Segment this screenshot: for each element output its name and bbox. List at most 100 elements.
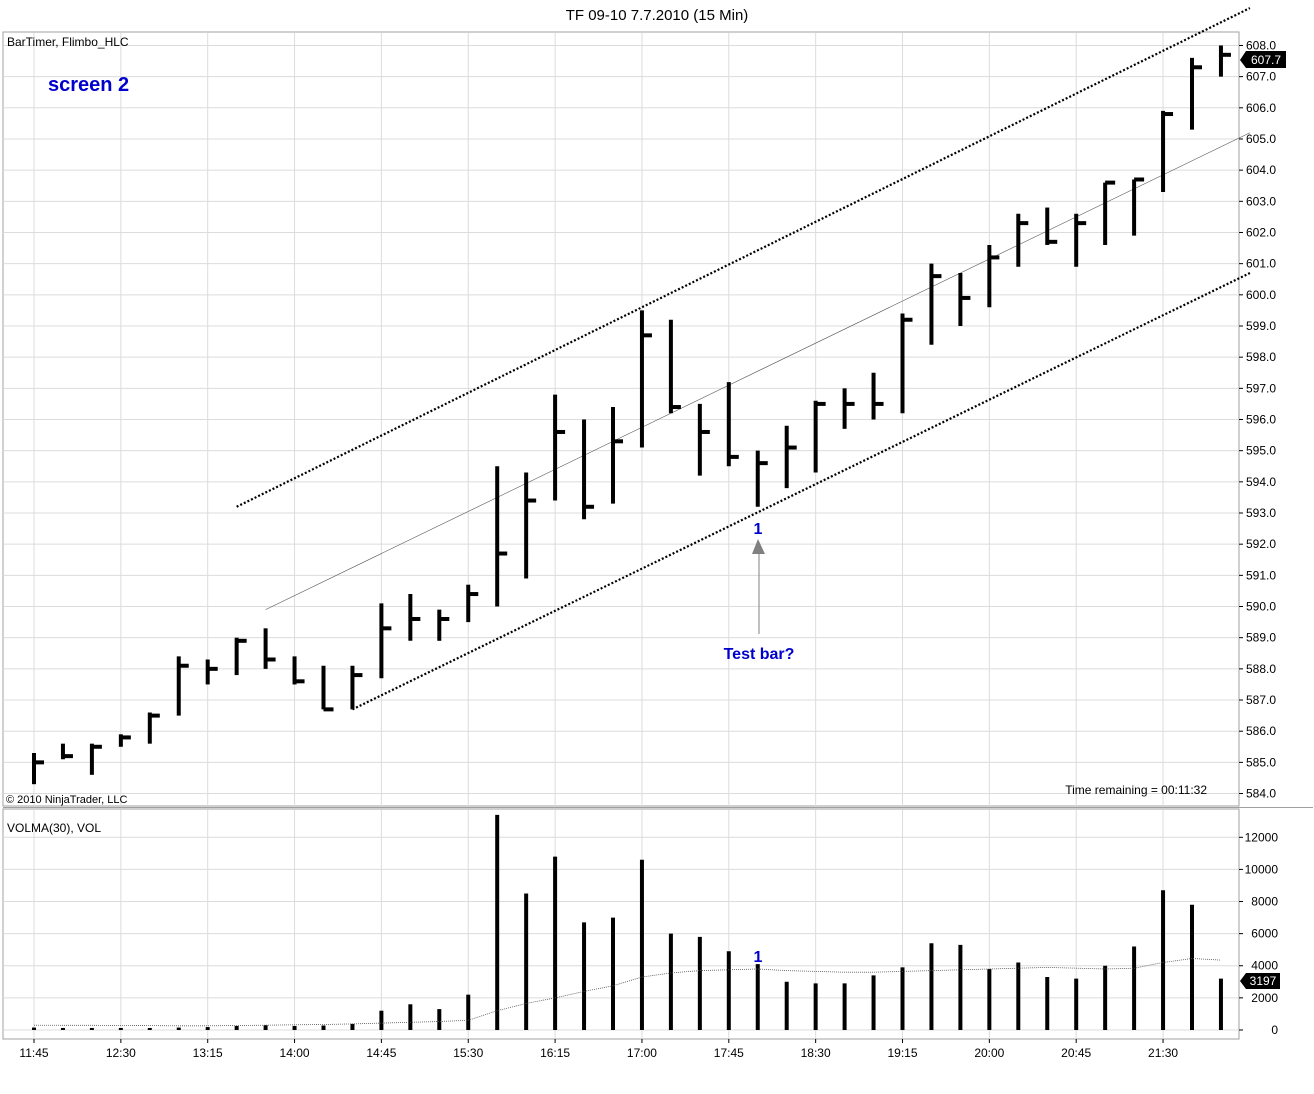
price-tick-label: 600.0 [1246, 288, 1276, 302]
price-bar [408, 594, 421, 641]
price-tick-label: 604.0 [1246, 163, 1276, 177]
price-bar [784, 425, 797, 489]
price-tick-label: 587.0 [1246, 693, 1276, 707]
price-bar [1132, 177, 1145, 236]
price-tick-label: 603.0 [1246, 194, 1276, 208]
price-bar [1190, 57, 1202, 130]
price-tick-label: 590.0 [1246, 600, 1276, 614]
price-bar [495, 466, 508, 607]
price-bar [1045, 207, 1058, 245]
price-tick-label: 599.0 [1246, 319, 1276, 333]
price-tick-label: 597.0 [1246, 381, 1276, 395]
volume-panel-frame [2, 808, 1240, 1040]
test-bar-label: Test bar? [724, 646, 795, 663]
price-bar [697, 403, 710, 476]
price-bar [292, 656, 305, 685]
x-tick-label: 17:45 [714, 1046, 744, 1060]
price-bar [1103, 180, 1116, 245]
price-tick-label: 589.0 [1246, 631, 1276, 645]
price-tick-label: 594.0 [1246, 475, 1276, 489]
volume-test-bar-number: 1 [754, 949, 763, 966]
volume-tick-label: 0 [1271, 1023, 1278, 1037]
x-tick-label: 12:30 [106, 1046, 136, 1060]
price-bar [929, 263, 942, 345]
price-tick-label: 607.0 [1246, 70, 1276, 84]
x-tick-label: 15:30 [453, 1046, 483, 1060]
channel-line-dotted [236, 7, 1251, 508]
price-bar [524, 472, 537, 579]
price-bar [118, 734, 131, 747]
volume-moving-average [33, 958, 1222, 1027]
screen-annotation: screen 2 [48, 74, 129, 96]
x-tick-label: 20:45 [1061, 1046, 1091, 1060]
price-tick-label: 591.0 [1246, 568, 1276, 582]
price-bar [958, 273, 971, 326]
price-tick-label: 596.0 [1246, 413, 1276, 427]
price-bar [639, 310, 652, 448]
volume-indicator-label: VOLMA(30), VOL [7, 821, 101, 835]
price-bar [755, 450, 768, 507]
x-tick-label: 18:30 [801, 1046, 831, 1060]
price-tick-label: 606.0 [1246, 101, 1276, 115]
price-bar [321, 665, 334, 712]
price-bar [900, 313, 913, 414]
price-bar [582, 419, 595, 520]
price-tick-label: 584.0 [1246, 787, 1276, 801]
price-bar [1074, 213, 1087, 267]
price-tick-label: 593.0 [1246, 506, 1276, 520]
test-bar-arrow-head [752, 539, 765, 554]
copyright-text: © 2010 NinjaTrader, LLC [6, 794, 127, 806]
price-bar [176, 656, 189, 716]
price-bar [350, 665, 363, 710]
time-remaining-text: Time remaining = 00:11:32 [1065, 783, 1207, 797]
price-tick-label: 595.0 [1246, 444, 1276, 458]
price-bar [987, 244, 1000, 308]
price-tick-label: 598.0 [1246, 350, 1276, 364]
x-tick-label: 19:15 [887, 1046, 917, 1060]
price-bar [726, 382, 739, 467]
price-bar [89, 743, 102, 775]
price-bar [1161, 110, 1174, 192]
x-tick-label: 14:45 [366, 1046, 396, 1060]
last-volume-text: 3197 [1250, 974, 1277, 988]
channel-line-mid [265, 132, 1251, 610]
volume-tick-label: 6000 [1251, 927, 1278, 941]
price-bar [668, 319, 681, 414]
price-indicator-label: BarTimer, Flimbo_HLC [7, 35, 129, 49]
price-bar [842, 388, 855, 429]
price-tick-label: 601.0 [1246, 257, 1276, 271]
price-bar [205, 659, 218, 685]
price-bar [813, 400, 826, 473]
price-tick-label: 605.0 [1246, 132, 1276, 146]
price-bar [437, 609, 450, 641]
price-tick-label: 588.0 [1246, 662, 1276, 676]
price-bar [60, 743, 73, 760]
price-bar [871, 372, 884, 420]
price-bar [611, 407, 623, 504]
price-bar [466, 584, 479, 623]
volume-tick-label: 2000 [1251, 991, 1278, 1005]
volume-tick-label: 8000 [1251, 895, 1278, 909]
price-bar [234, 637, 247, 676]
price-bar [147, 712, 160, 744]
price-tick-label: 592.0 [1246, 537, 1276, 551]
x-tick-label: 17:00 [627, 1046, 657, 1060]
x-tick-label: 16:15 [540, 1046, 570, 1060]
volume-tick-label: 10000 [1245, 862, 1279, 876]
last-price-text: 607.7 [1251, 53, 1281, 67]
price-bar [32, 753, 44, 785]
last-price-marker [1240, 51, 1286, 68]
test-bar-number: 1 [754, 521, 763, 538]
price-bar [1218, 45, 1231, 77]
chart-title: TF 09-10 7.7.2010 (15 Min) [566, 7, 749, 24]
price-tick-label: 586.0 [1246, 724, 1276, 738]
x-tick-label: 14:00 [280, 1046, 310, 1060]
price-bar [263, 628, 276, 669]
volume-tick-label: 12000 [1245, 830, 1279, 844]
x-tick-label: 11:45 [19, 1046, 48, 1060]
price-bar [553, 394, 566, 501]
volume-tick-label: 4000 [1251, 959, 1278, 973]
last-volume-marker [1240, 973, 1280, 989]
